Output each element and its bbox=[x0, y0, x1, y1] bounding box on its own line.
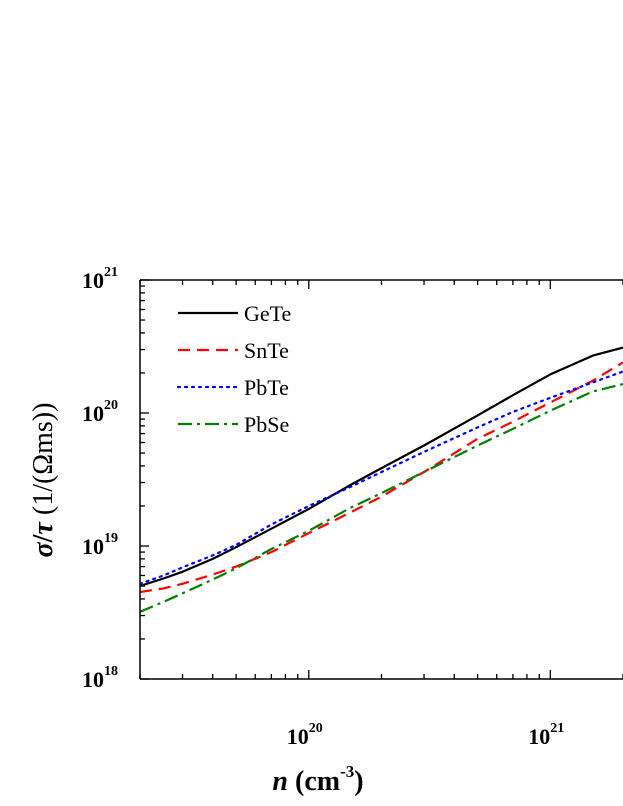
series-line-pbte bbox=[140, 370, 623, 585]
y-tick-exponent: 20 bbox=[104, 398, 118, 413]
y-tick-base: 10 bbox=[82, 667, 104, 692]
x-axis-title: n (cm-3) bbox=[272, 762, 363, 797]
y-tick-label: 1019 bbox=[82, 531, 118, 559]
y-axis-title-unit: (1/(Ωms)) bbox=[28, 403, 59, 523]
x-axis-title-unit: (cm bbox=[288, 766, 340, 797]
x-axis-title-close: ) bbox=[354, 766, 363, 797]
series-line-pbse bbox=[140, 383, 623, 613]
y-axis-title: σ/τ (1/(Ωms)) bbox=[28, 403, 59, 558]
x-tick-exponent: 21 bbox=[550, 721, 564, 736]
x-tick-base: 10 bbox=[287, 724, 309, 749]
x-tick-exponent: 20 bbox=[309, 721, 323, 736]
y-tick-label: 1018 bbox=[82, 664, 118, 692]
axis-ticks bbox=[139, 279, 623, 680]
series-line-snte bbox=[140, 361, 623, 594]
legend-label-pbte: PbTe bbox=[244, 375, 289, 400]
y-tick-base: 10 bbox=[82, 268, 104, 293]
x-axis-title-sup: -3 bbox=[340, 762, 354, 781]
y-axis-title-tau: τ bbox=[28, 521, 59, 535]
legend-label-gete: GeTe bbox=[244, 301, 291, 326]
legend-label-pbse: PbSe bbox=[244, 412, 289, 437]
y-tick-exponent: 21 bbox=[104, 265, 118, 280]
y-axis-title-slash: / bbox=[28, 533, 59, 543]
legend-label-snte: SnTe bbox=[244, 338, 289, 363]
y-tick-base: 10 bbox=[82, 534, 104, 559]
y-tick-exponent: 19 bbox=[104, 531, 118, 546]
y-tick-label: 1021 bbox=[82, 265, 118, 293]
x-tick-label: 1020 bbox=[287, 721, 323, 749]
x-tick-base: 10 bbox=[528, 724, 550, 749]
y-tick-label: 1020 bbox=[82, 398, 118, 426]
y-tick-base: 10 bbox=[82, 401, 104, 426]
y-axis-title-sigma: σ bbox=[28, 541, 59, 557]
legend: GeTe SnTe PbTe PbSe bbox=[176, 301, 291, 437]
x-tick-label: 1021 bbox=[528, 721, 564, 749]
series-layer bbox=[140, 346, 623, 613]
series-line-gete bbox=[140, 346, 623, 588]
x-axis-title-var: n bbox=[272, 766, 288, 797]
y-tick-exponent: 18 bbox=[104, 664, 118, 679]
